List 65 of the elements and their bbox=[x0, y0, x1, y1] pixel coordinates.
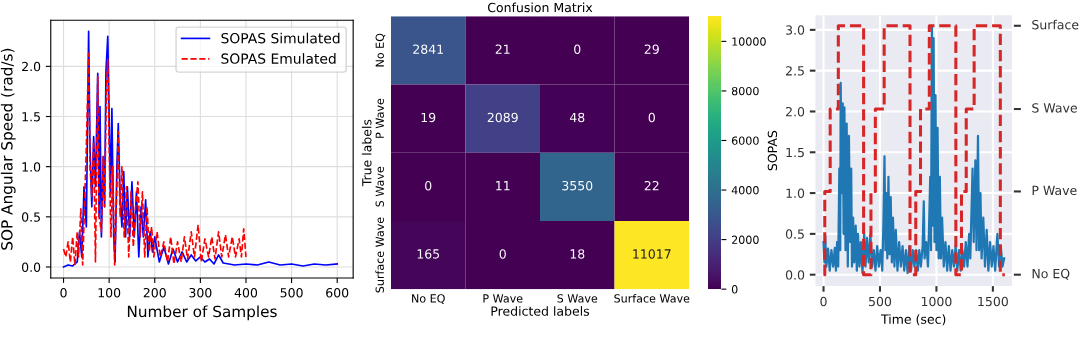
data-label: 0 bbox=[425, 180, 432, 191]
y-axis-title: SOPAS bbox=[767, 130, 778, 171]
y-tick-label: No EQ bbox=[375, 33, 386, 67]
y-axis-title: SOP Angular Speed (rad/s) bbox=[0, 48, 16, 250]
legend-label: SOPAS Simulated bbox=[221, 32, 340, 44]
y-tick-label: 2.0 bbox=[786, 106, 805, 117]
y-tick-label: 2.0 bbox=[22, 61, 41, 72]
text: Surface bbox=[1032, 19, 1079, 30]
x-tick-label: 0 bbox=[60, 287, 67, 298]
legend-label: SOPAS Emulated bbox=[221, 53, 336, 64]
color-bar-label: 6000 bbox=[731, 136, 759, 145]
data-label: 0 bbox=[499, 249, 506, 259]
data-label: 22 bbox=[644, 180, 659, 191]
data-label: 21 bbox=[495, 44, 510, 54]
y-tick-label: 0.5 bbox=[21, 212, 40, 222]
y-tick-label: 0.0 bbox=[21, 262, 41, 272]
x-tick-label: P Wave bbox=[483, 294, 523, 303]
text: P Wave bbox=[1032, 185, 1077, 196]
y-tick-label: 1.5 bbox=[22, 112, 40, 122]
color-bar-label: 10000 bbox=[732, 37, 766, 46]
y-tick-label: 0.0 bbox=[785, 270, 805, 280]
x-tick-label: 300 bbox=[189, 287, 212, 298]
y-tick-label: 2.5 bbox=[786, 66, 804, 76]
y-tick-label: 1.0 bbox=[786, 188, 805, 198]
data-label: 0 bbox=[648, 112, 655, 123]
data-label: 2841 bbox=[413, 44, 443, 54]
y-tick-label: S Wave bbox=[375, 166, 384, 207]
data-label: 18 bbox=[570, 249, 585, 259]
data-label: 48 bbox=[569, 112, 585, 123]
text: No EQ bbox=[1032, 268, 1070, 280]
y-tick-label: 1.5 bbox=[786, 147, 804, 158]
x-tick-label: 100 bbox=[98, 287, 121, 298]
data-label: 3550 bbox=[562, 180, 593, 191]
text: S Wave bbox=[1032, 103, 1077, 113]
color-bar-label: 2000 bbox=[731, 235, 759, 244]
y-axis-title: True labels bbox=[361, 119, 372, 187]
x-tick-label: 0 bbox=[820, 296, 827, 307]
x-tick-label: 400 bbox=[234, 287, 258, 298]
y-tick-label: P Wave bbox=[375, 98, 384, 138]
data-label: 11 bbox=[496, 181, 510, 191]
data-label: 2089 bbox=[487, 112, 518, 123]
y-tick-label: 3.0 bbox=[786, 25, 805, 35]
y-tick-label: 1.0 bbox=[22, 162, 41, 172]
x-tick-label: Surface Wave bbox=[614, 294, 690, 303]
data-label: 11017 bbox=[633, 249, 671, 259]
data-label: 0 bbox=[574, 44, 581, 54]
x-axis-title: Number of Samples bbox=[127, 305, 277, 321]
x-tick-label: 500 bbox=[869, 296, 892, 307]
data-label: 165 bbox=[417, 249, 440, 259]
x-tick-label: 500 bbox=[280, 287, 303, 298]
chart-title: Confusion Matrix bbox=[487, 2, 593, 13]
x-tick-label: 200 bbox=[143, 287, 166, 298]
color-bar-label: 4000 bbox=[731, 186, 759, 195]
x-tick-label: 600 bbox=[326, 287, 349, 298]
x-axis-title: Time (sec) bbox=[880, 314, 946, 326]
x-tick-label: 1500 bbox=[978, 296, 1008, 307]
y-tick-label: 0.5 bbox=[785, 229, 804, 239]
x-tick-label: 1000 bbox=[921, 296, 952, 307]
x-tick-label: No EQ bbox=[412, 294, 445, 304]
x-axis-title: Predicted labels bbox=[491, 306, 590, 316]
data-label: 19 bbox=[421, 112, 436, 123]
x-tick-label: S Wave bbox=[557, 294, 598, 303]
color-bar-label: 8000 bbox=[731, 86, 759, 96]
data-label: 29 bbox=[644, 44, 659, 54]
line-series bbox=[62, 30, 339, 268]
